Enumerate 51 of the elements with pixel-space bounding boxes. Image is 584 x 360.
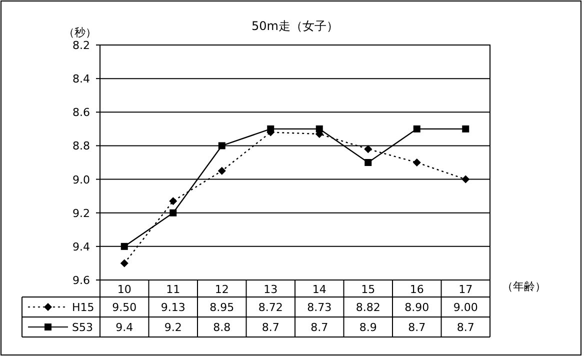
point [316,125,323,132]
y-tick-label: 8.8 [72,140,90,153]
data-label: 8.9 [359,321,377,334]
y-tick-label: 9.4 [72,240,90,254]
data-label: 8.7 [262,321,280,334]
data-label: 8.7 [456,321,474,334]
data-label: 8.8 [213,321,231,334]
data-label: 8.90 [404,301,430,314]
data-label: 9.4 [116,321,134,334]
legend-label: S53 [72,321,93,334]
point [413,125,420,132]
data-label: 9.13 [160,301,186,314]
data-label: 8.82 [356,301,380,314]
x-tick-label: 17 [458,283,473,296]
point [120,242,128,250]
y-tick-label: 8.6 [72,106,90,120]
point [412,158,421,166]
point [462,125,470,132]
point [364,159,372,166]
y-tick-label: 9.2 [72,206,90,220]
data-label: 8.73 [307,301,332,314]
point [218,142,226,150]
y-tick-label: 9.0 [72,173,90,186]
x-tick-label: 11 [166,283,180,296]
point [364,145,372,154]
data-label: 9.50 [112,301,137,314]
data-label: 8.95 [210,301,234,314]
x-tick-label: 10 [117,283,132,296]
data-label: 9.2 [164,321,182,334]
y-tick-label: 8.4 [72,72,90,86]
x-tick-label: 13 [264,283,278,296]
point [462,175,470,184]
data-label: 8.72 [258,301,283,314]
y-tick-label: 8.2 [72,39,90,52]
data-label: 8.7 [408,321,426,334]
point [218,166,226,175]
point [170,209,177,216]
x-tick-label: 16 [410,283,424,296]
data-label: 9.00 [453,301,478,314]
point [120,259,128,268]
y-tick-label: 9.6 [72,274,90,287]
x-axis-title: （年齢） [502,280,546,293]
point [267,125,274,132]
legend-label: H15 [72,301,94,314]
x-tick-label: 15 [361,283,376,296]
chart-title: 50m走（女子） [252,19,338,33]
data-label: 8.7 [310,321,328,334]
x-tick-label: 12 [214,283,229,296]
x-tick-label: 14 [312,283,326,296]
y-axis-title: （秒） [64,26,96,39]
point [169,197,178,206]
